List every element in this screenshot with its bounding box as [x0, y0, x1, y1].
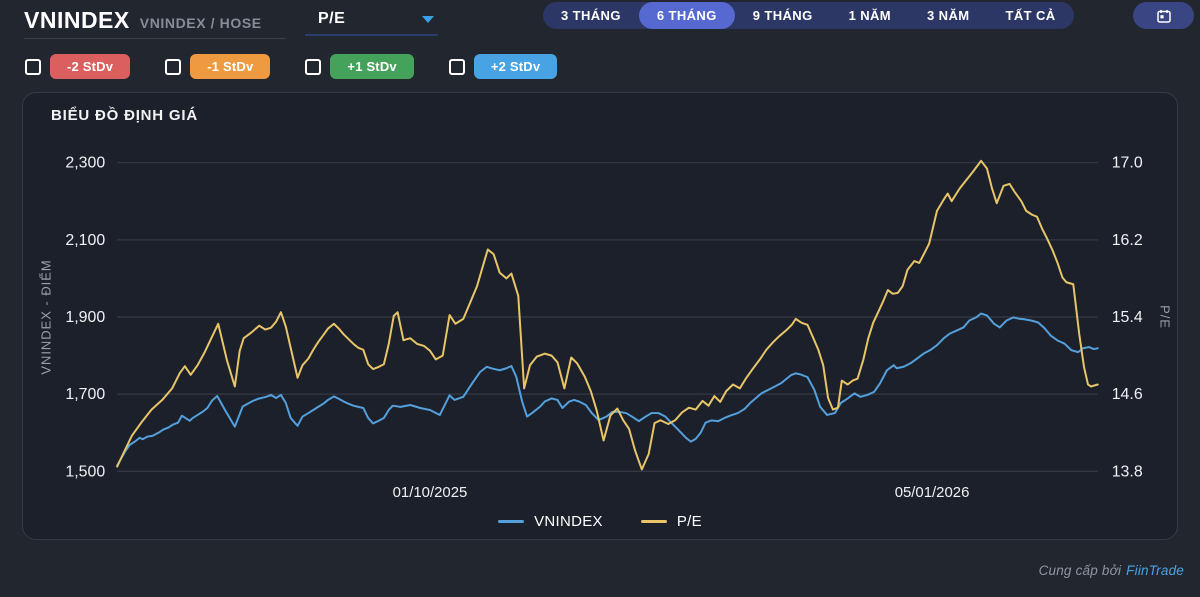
stdv-badge[interactable]: +1 StDv [330, 54, 414, 79]
left-axis-tick-label: 2,100 [65, 232, 105, 249]
stdv-checkbox[interactable] [305, 58, 322, 75]
stdv-toggle-row: -2 StDv -1 StDv +1 StDv +2 StDv [25, 54, 558, 79]
left-axis-tick-label: 1,900 [65, 309, 105, 326]
left-axis-tick-label: 1,700 [65, 386, 105, 403]
chart-svg: 2,300 17.0 2,100 16.2 1,900 15.4 1,700 14.6 1,50… [38, 155, 1172, 502]
chart-title: BIỂU ĐỒ ĐỊNH GIÁ [51, 107, 198, 124]
chevron-down-icon [422, 15, 434, 23]
stdv-checkbox[interactable] [165, 58, 182, 75]
left-axis-tick-label: 1,500 [65, 463, 105, 480]
right-axis-title: P/E [1157, 305, 1172, 329]
stdv-toggle-item: +2 StDv [448, 54, 558, 79]
right-axis-tick-label: 16.2 [1112, 232, 1143, 249]
x-axis-tick-label: 05/01/2026 [895, 484, 970, 501]
left-axis-title: VNINDEX - ĐIỂM [38, 259, 53, 374]
legend-item[interactable]: VNINDEX [498, 513, 603, 530]
right-axis-tick-label: 15.4 [1112, 309, 1143, 326]
time-range-button[interactable]: 3 THÁNG [543, 2, 639, 29]
right-axis-tick-label: 13.8 [1112, 463, 1143, 480]
metric-dropdown-value: P/E [318, 10, 346, 27]
right-axis-tick-label: 14.6 [1112, 386, 1143, 403]
footer-text: Cung cấp bởi [1038, 563, 1122, 578]
legend-label: VNINDEX [534, 512, 603, 530]
time-range-button[interactable]: 3 NĂM [909, 2, 987, 29]
time-range-button[interactable]: 1 NĂM [831, 2, 909, 29]
stdv-toggle-item: -1 StDv [165, 54, 271, 79]
stdv-checkbox[interactable] [448, 58, 465, 75]
right-axis-tick-label: 17.0 [1112, 155, 1143, 172]
legend-item[interactable]: P/E [640, 512, 702, 530]
time-range-group: 3 THÁNG 6 THÁNG 9 THÁNG 1 NĂM 3 NĂM TẤT CẢ [543, 2, 1074, 29]
stdv-badge[interactable]: +2 StDv [473, 54, 558, 79]
stdv-badge[interactable]: -2 StDv [50, 54, 131, 79]
calendar-icon [1156, 9, 1171, 23]
legend-swatch [640, 519, 667, 523]
metric-dropdown[interactable]: P/E [305, 4, 438, 36]
chart-legend: VNINDEX P/E [23, 511, 1177, 531]
x-axis-tick-label: 01/10/2025 [393, 484, 468, 501]
chart-line-p-e [116, 159, 1099, 471]
footer-brand-link[interactable]: FiinTrade [1126, 563, 1184, 578]
title-divider [24, 38, 286, 39]
legend-swatch [498, 519, 525, 523]
page-subtitle: VNINDEX / HOSE [139, 15, 262, 31]
chart-panel: BIỂU ĐỒ ĐỊNH GIÁ 2,300 17.0 2,100 16.2 1,900… [22, 92, 1178, 540]
stdv-badge[interactable]: -1 StDv [190, 54, 271, 79]
time-range-button[interactable]: 9 THÁNG [735, 2, 831, 29]
time-range-button[interactable]: 6 THÁNG [638, 2, 735, 29]
stdv-checkbox[interactable] [25, 58, 41, 75]
left-axis-tick-label: 2,300 [65, 155, 105, 172]
footer: Cung cấp bởi FiinTrade [1039, 563, 1184, 578]
chart-line-vnindex [116, 312, 1099, 467]
calendar-button[interactable] [1133, 2, 1194, 29]
stdv-toggle-item: -2 StDv [25, 54, 131, 79]
legend-label: P/E [676, 512, 702, 530]
time-range-button[interactable]: TẤT CẢ [987, 2, 1073, 29]
page-title: VNINDEX [24, 7, 130, 33]
page-header: VNINDEX VNINDEX / HOSE [24, 7, 262, 34]
stdv-toggle-item: +1 StDv [305, 54, 414, 79]
line-chart[interactable]: 2,300 17.0 2,100 16.2 1,900 15.4 1,700 14.6 1,50… [23, 93, 1177, 539]
